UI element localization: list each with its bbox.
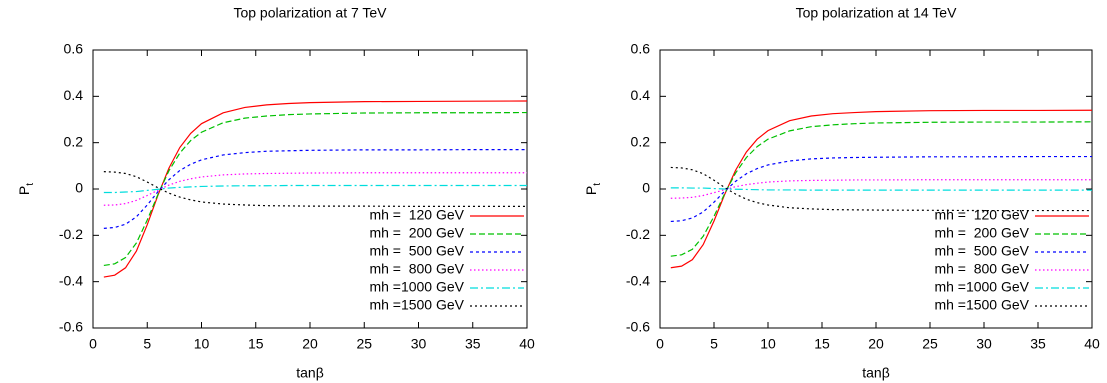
y-axis-label-main: P xyxy=(583,186,599,195)
plot-frame xyxy=(92,49,528,329)
series-line xyxy=(670,187,1092,191)
x-axis-label: tanβ xyxy=(296,365,324,381)
y-tick-label: 0.6 xyxy=(64,41,84,57)
legend-label: mh = 120 GeV xyxy=(934,207,1029,223)
x-tick-label: 20 xyxy=(302,336,318,352)
y-axis-label: Pt xyxy=(583,183,603,195)
x-axis-label: tanβ xyxy=(862,365,890,381)
legend-label: mh =1000 GeV xyxy=(369,279,464,295)
legend-label: mh = 200 GeV xyxy=(934,225,1029,241)
x-tick-label: 25 xyxy=(922,336,938,352)
x-tick-label: 25 xyxy=(356,336,372,352)
legend-label: mh =1500 GeV xyxy=(934,297,1029,313)
y-tick-label: -0.2 xyxy=(626,226,650,242)
plot: Top polarization at 7 TeV tanβ Pt -0.6 -0.4 -… xyxy=(16,5,535,381)
series-line xyxy=(670,166,1092,212)
plot-frame xyxy=(659,49,1093,329)
y-tick-label: 0 xyxy=(75,180,83,196)
legend-label: mh = 800 GeV xyxy=(934,261,1029,277)
chart-title: Top polarization at 7 TeV xyxy=(233,5,387,21)
plot: Top polarization at 14 TeV tanβ Pt -0.6 -0.4… xyxy=(583,5,1100,381)
x-tick-label: 15 xyxy=(248,336,264,352)
y-tick-label: 0.4 xyxy=(64,87,84,103)
series-line xyxy=(103,111,528,267)
legend-label: mh = 500 GeV xyxy=(369,243,464,259)
y-tick-label: -0.4 xyxy=(626,272,650,288)
legend-label: mh =1000 GeV xyxy=(934,279,1029,295)
y-tick-label: 0 xyxy=(642,180,650,196)
y-tick-label: 0.6 xyxy=(631,41,651,57)
series-line xyxy=(670,109,1093,269)
y-tick-label: -0.6 xyxy=(59,319,83,335)
y-axis-label-sub: t xyxy=(25,183,36,186)
y-tick-label: -0.4 xyxy=(59,272,83,288)
x-tick-label: 15 xyxy=(814,336,830,352)
legend-label: mh =1500 GeV xyxy=(369,297,464,313)
y-tick-label: -0.6 xyxy=(626,319,650,335)
series-line xyxy=(103,171,527,207)
y-tick-label: -0.2 xyxy=(59,226,83,242)
x-tick-label: 10 xyxy=(760,336,776,352)
x-tick-label: 35 xyxy=(465,336,481,352)
y-tick-label: 0.2 xyxy=(631,133,651,149)
x-tick-label: 5 xyxy=(710,336,718,352)
x-tick-label: 0 xyxy=(89,336,97,352)
y-axis-label-main: P xyxy=(16,186,32,195)
x-tick-label: 35 xyxy=(1030,336,1046,352)
x-tick-label: 5 xyxy=(143,336,151,352)
x-tick-label: 40 xyxy=(519,336,535,352)
x-tick-label: 20 xyxy=(868,336,884,352)
series-line xyxy=(670,121,1093,257)
y-axis-label-sub: t xyxy=(592,183,603,186)
series-line xyxy=(103,184,527,194)
x-tick-label: 30 xyxy=(976,336,992,352)
legend-label: mh = 800 GeV xyxy=(369,261,464,277)
x-tick-label: 0 xyxy=(656,336,664,352)
chart-title: Top polarization at 14 TeV xyxy=(796,5,958,21)
y-axis-label: Pt xyxy=(16,183,36,195)
x-tick-label: 10 xyxy=(194,336,210,352)
series-line xyxy=(103,172,527,206)
legend-label: mh = 120 GeV xyxy=(369,207,464,223)
series-line xyxy=(670,179,1092,199)
y-tick-label: 0.2 xyxy=(64,133,84,149)
series-line xyxy=(103,100,528,278)
x-tick-label: 30 xyxy=(411,336,427,352)
series-line xyxy=(670,155,1092,223)
x-tick-label: 40 xyxy=(1084,336,1100,352)
y-tick-label: 0.4 xyxy=(631,87,651,103)
legend-label: mh = 200 GeV xyxy=(369,225,464,241)
legend-label: mh = 500 GeV xyxy=(934,243,1029,259)
